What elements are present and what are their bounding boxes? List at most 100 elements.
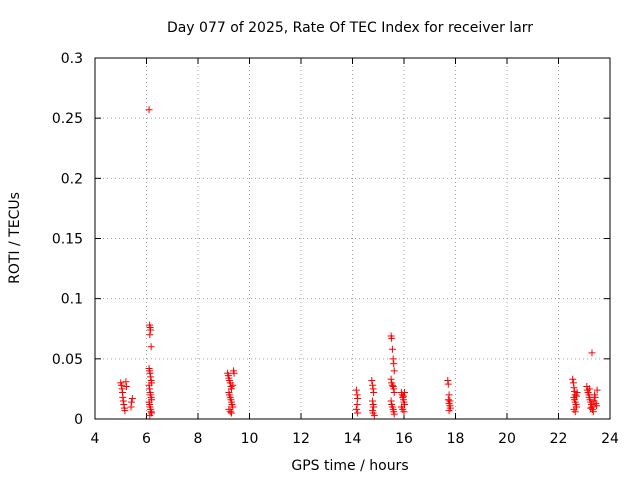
data-point (370, 389, 378, 397)
data-point (121, 407, 129, 415)
data-point (587, 404, 595, 412)
data-point (122, 378, 130, 386)
data-point (390, 389, 398, 397)
data-point (390, 385, 398, 393)
x-tick-label: 18 (447, 431, 465, 447)
data-point (401, 389, 409, 397)
data-point (387, 375, 395, 383)
data-series (117, 106, 601, 419)
data-point (230, 369, 238, 377)
data-point (147, 408, 155, 416)
data-point (370, 403, 378, 411)
data-point (390, 410, 398, 418)
data-point (591, 393, 599, 401)
data-point (354, 395, 362, 403)
data-point (128, 398, 136, 406)
data-point (229, 381, 237, 389)
y-axis-label: ROTI / TECUs (7, 192, 23, 284)
data-point (128, 395, 136, 403)
data-point (387, 397, 395, 405)
data-point (145, 381, 153, 389)
data-point (146, 411, 154, 419)
data-point (444, 376, 452, 384)
data-point (593, 402, 601, 410)
y-tick-label: 0.2 (61, 171, 83, 187)
data-point (573, 392, 581, 400)
y-tick-label: 0.1 (61, 292, 83, 308)
x-axis-label: GPS time / hours (291, 458, 408, 474)
data-point (388, 381, 396, 389)
data-point (445, 391, 453, 399)
data-point (227, 409, 235, 417)
data-point (389, 355, 397, 363)
data-point (145, 106, 153, 114)
x-tick-label: 16 (395, 431, 413, 447)
data-point (588, 349, 596, 357)
data-point (369, 381, 377, 389)
y-tick-label: 0 (74, 412, 83, 428)
data-point (444, 396, 452, 404)
data-point (585, 385, 593, 393)
data-point (226, 408, 234, 416)
data-point (146, 369, 154, 377)
y-axis-ticks: 0 0.05 0.1 0.15 0.2 0.25 0.3 (52, 51, 610, 428)
x-tick-label: 4 (91, 431, 100, 447)
x-tick-label: 22 (550, 431, 568, 447)
data-point (122, 383, 130, 391)
data-point (354, 409, 362, 417)
data-point (390, 367, 398, 375)
data-point (399, 392, 407, 400)
data-point (593, 386, 601, 394)
data-point (147, 326, 155, 334)
data-point (146, 385, 154, 393)
data-point (127, 403, 135, 411)
x-tick-label: 12 (292, 431, 310, 447)
data-point (573, 389, 581, 397)
data-point (147, 343, 155, 351)
data-point (227, 385, 235, 393)
data-point (368, 376, 376, 384)
data-point (388, 334, 396, 342)
data-point (120, 401, 128, 409)
data-point (229, 403, 237, 411)
data-point (571, 408, 579, 416)
data-point (570, 384, 578, 392)
data-point (569, 375, 577, 383)
data-point (118, 381, 126, 389)
data-point (589, 408, 597, 416)
data-point (445, 407, 453, 415)
y-tick-label: 0.3 (61, 51, 83, 67)
data-point (400, 408, 408, 416)
data-point (369, 397, 377, 405)
chart-title: Day 077 of 2025, Rate Of TEC Index for r… (167, 20, 533, 36)
data-point (119, 393, 127, 401)
x-tick-label: 10 (241, 431, 259, 447)
x-tick-label: 8 (194, 431, 203, 447)
data-point (370, 411, 378, 419)
x-tick-label: 20 (498, 431, 516, 447)
data-point (569, 379, 577, 387)
data-point (446, 397, 454, 405)
plot-frame (94, 57, 611, 420)
data-point (146, 331, 154, 339)
data-point (119, 397, 127, 405)
x-tick-label: 14 (344, 431, 362, 447)
data-point (147, 373, 155, 381)
y-tick-label: 0.25 (52, 111, 83, 127)
data-point (353, 401, 361, 409)
y-tick-label: 0.15 (52, 232, 83, 248)
data-point (353, 391, 361, 399)
x-tick-label: 6 (142, 431, 151, 447)
x-axis-ticks: 4 6 8 10 12 14 16 18 20 22 24 (91, 58, 619, 447)
y-tick-label: 0.05 (52, 352, 83, 368)
data-point (369, 385, 377, 393)
data-point (390, 360, 398, 368)
data-point (352, 386, 360, 394)
data-point (352, 405, 360, 413)
data-point (444, 380, 452, 388)
data-point (388, 345, 396, 353)
data-point (118, 385, 126, 393)
x-tick-label: 24 (601, 431, 619, 447)
